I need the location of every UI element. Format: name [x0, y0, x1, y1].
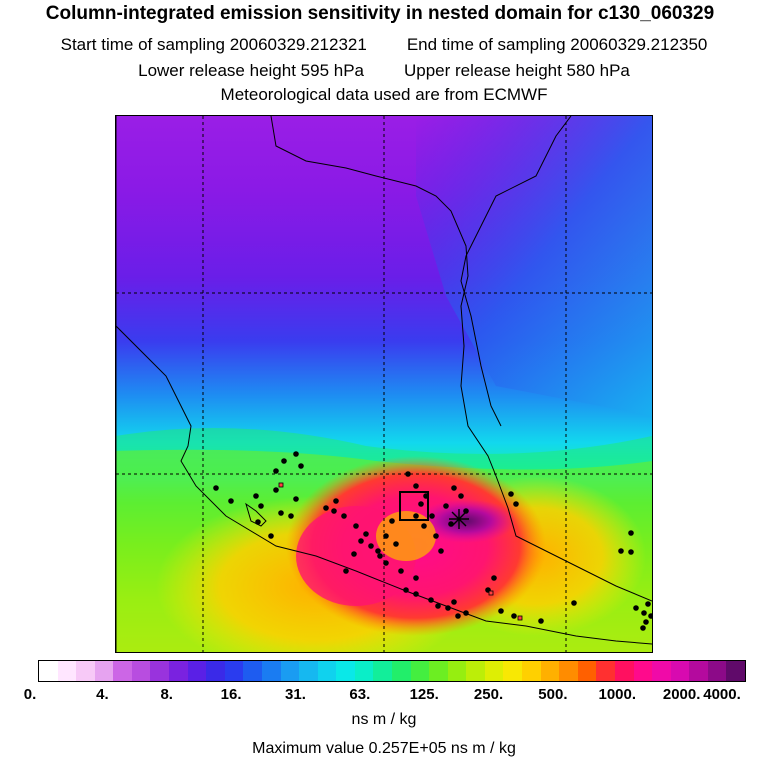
colorbar-swatch — [577, 661, 597, 681]
map-title: Column-integrated emission sensitivity i… — [45, 3, 715, 24]
colorbar-tick-label: 31. — [285, 686, 306, 703]
colorbar-swatch — [243, 661, 262, 681]
colorbar-swatch — [614, 661, 634, 681]
colorbar-swatch — [391, 661, 411, 681]
colorbar-swatch — [206, 661, 225, 681]
colorbar-swatch — [540, 661, 560, 681]
lower-release-label: Lower release height 595 hPa — [138, 61, 364, 80]
colorbar-swatch — [410, 661, 430, 681]
colorbar-tick-label: 4000. — [703, 686, 741, 703]
colorbar-swatch — [261, 661, 281, 681]
met-data-label: Meteorological data used are from ECMWF — [220, 85, 548, 104]
maximum-value-label: Maximum value 0.257E+05 ns m / kg — [252, 740, 516, 757]
colorbar-swatch — [224, 661, 244, 681]
emission-sensitivity-map — [115, 115, 653, 653]
colorbar-swatch — [596, 661, 615, 681]
colorbar-swatch — [429, 661, 448, 681]
colorbar-units: ns m / kg — [351, 711, 417, 728]
colorbar-swatch — [94, 661, 114, 681]
upper-release-label: Upper release height 580 hPa — [404, 61, 630, 80]
colorbar-swatch — [76, 661, 95, 681]
end-time-label: End time of sampling 20060329.212350 — [406, 35, 708, 54]
colorbar-swatch — [57, 661, 77, 681]
colorbar-tick-label: 500. — [538, 686, 568, 703]
colorbar-swatch — [150, 661, 170, 681]
colorbar-swatch — [354, 661, 374, 681]
colorbar-tick-label: 63. — [349, 686, 371, 703]
colorbar-swatch — [169, 661, 188, 681]
sampling-time-line: Start time of sampling 20060329.212321 En… — [0, 35, 768, 55]
colorbar-swatch — [466, 661, 485, 681]
colorbar-swatch — [299, 661, 318, 681]
colorbar-tick-label: 4. — [96, 686, 109, 703]
colorbar-swatch — [503, 661, 523, 681]
colorbar-tick-label: 2000. — [662, 686, 701, 703]
receptor-box — [399, 491, 429, 521]
star-marker — [449, 509, 469, 529]
colorbar-swatch — [484, 661, 504, 681]
start-time-label: Start time of sampling 20060329.212321 — [60, 35, 367, 54]
colorbar-tick-label: 1000. — [598, 686, 637, 703]
colorbar-tick-label: 250. — [473, 686, 504, 703]
colorbar-swatch — [633, 661, 653, 681]
release-height-line: Lower release height 595 hPa Upper releas… — [0, 61, 768, 81]
colorbar-swatch — [113, 661, 132, 681]
colorbar-swatch — [39, 661, 58, 681]
colorbar-swatch — [280, 661, 300, 681]
colorbar-swatch — [707, 661, 727, 681]
colorbar-swatch — [373, 661, 392, 681]
colorbar-swatch — [522, 661, 541, 681]
colorbar-swatch — [652, 661, 671, 681]
colorbar-swatch — [187, 661, 207, 681]
colorbar-swatch — [131, 661, 151, 681]
colorbar-tick-label: 16. — [220, 686, 242, 703]
colorbar-tick-label: 8. — [160, 686, 173, 703]
colorbar-swatch — [670, 661, 690, 681]
colorbar — [38, 660, 746, 682]
colorbar-swatch — [317, 661, 337, 681]
colorbar-tick-label: 0. — [23, 686, 37, 703]
colorbar-tick-label: 125. — [409, 686, 439, 703]
colorbar-swatch — [689, 661, 708, 681]
colorbar-swatch — [559, 661, 578, 681]
colorbar-swatch — [447, 661, 467, 681]
colorbar-swatch — [336, 661, 355, 681]
colorbar-swatch — [726, 661, 745, 681]
